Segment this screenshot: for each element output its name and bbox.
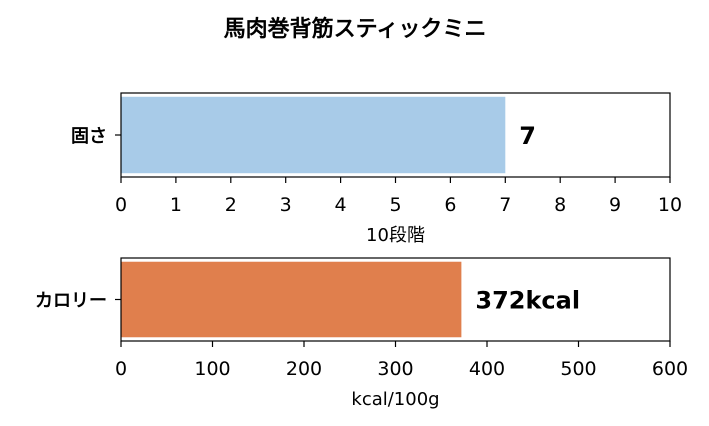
bar-0 [121, 96, 506, 174]
x-axis-label-1: kcal/100g [351, 389, 439, 410]
value-label-1: 372kcal [475, 287, 580, 315]
x-tick-label-1-0: 0 [115, 358, 127, 380]
x-tick-label-1-3: 300 [377, 358, 413, 380]
value-label-0: 7 [519, 122, 536, 150]
x-tick-label-0-3: 3 [280, 194, 292, 216]
x-tick-label-0-6: 6 [444, 194, 456, 216]
x-tick-label-0-9: 9 [609, 194, 621, 216]
x-tick-label-0-7: 7 [499, 194, 511, 216]
x-tick-label-0-10: 10 [658, 194, 682, 216]
x-tick-label-1-5: 500 [560, 358, 596, 380]
x-tick-label-0-2: 2 [225, 194, 237, 216]
x-tick-label-0-0: 0 [115, 194, 127, 216]
x-tick-label-1-2: 200 [286, 358, 322, 380]
category-label-1: カロリー [35, 291, 107, 312]
x-tick-label-1-4: 400 [469, 358, 505, 380]
x-tick-label-0-8: 8 [554, 194, 566, 216]
x-tick-label-0-1: 1 [170, 194, 182, 216]
x-tick-label-1-6: 600 [652, 358, 688, 380]
x-tick-label-0-4: 4 [335, 194, 347, 216]
x-axis-label-0: 10段階 [366, 225, 425, 246]
chart-title: 馬肉巻背筋スティックミニ [224, 16, 487, 42]
x-tick-label-0-5: 5 [389, 194, 401, 216]
category-label-0: 固さ [71, 126, 107, 147]
x-tick-label-1-1: 100 [194, 358, 230, 380]
bar-1 [121, 261, 462, 338]
